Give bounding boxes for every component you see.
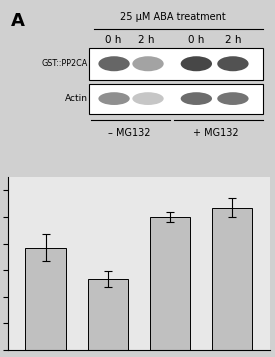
Ellipse shape bbox=[132, 92, 164, 105]
Text: 2 h: 2 h bbox=[225, 35, 241, 45]
Bar bbox=[89, 48, 263, 80]
Ellipse shape bbox=[217, 92, 249, 105]
Text: + MG132: + MG132 bbox=[193, 128, 239, 138]
Text: 25 μM ABA treatment: 25 μM ABA treatment bbox=[120, 12, 226, 22]
Text: Actin: Actin bbox=[65, 94, 88, 103]
Ellipse shape bbox=[98, 92, 130, 105]
Ellipse shape bbox=[98, 56, 130, 71]
Bar bbox=[87, 280, 128, 350]
Ellipse shape bbox=[181, 56, 212, 71]
Text: 2 h: 2 h bbox=[139, 35, 155, 45]
Bar bbox=[150, 217, 190, 350]
Text: 0 h: 0 h bbox=[104, 35, 121, 45]
Ellipse shape bbox=[181, 92, 212, 105]
Text: GST::PP2CA: GST::PP2CA bbox=[42, 59, 88, 68]
Text: 0 h: 0 h bbox=[188, 35, 205, 45]
Ellipse shape bbox=[132, 56, 164, 71]
Ellipse shape bbox=[217, 56, 249, 71]
Bar bbox=[25, 247, 66, 350]
Bar bbox=[212, 208, 252, 350]
Bar bbox=[89, 84, 263, 114]
Text: A: A bbox=[11, 12, 25, 30]
Text: – MG132: – MG132 bbox=[108, 128, 151, 138]
